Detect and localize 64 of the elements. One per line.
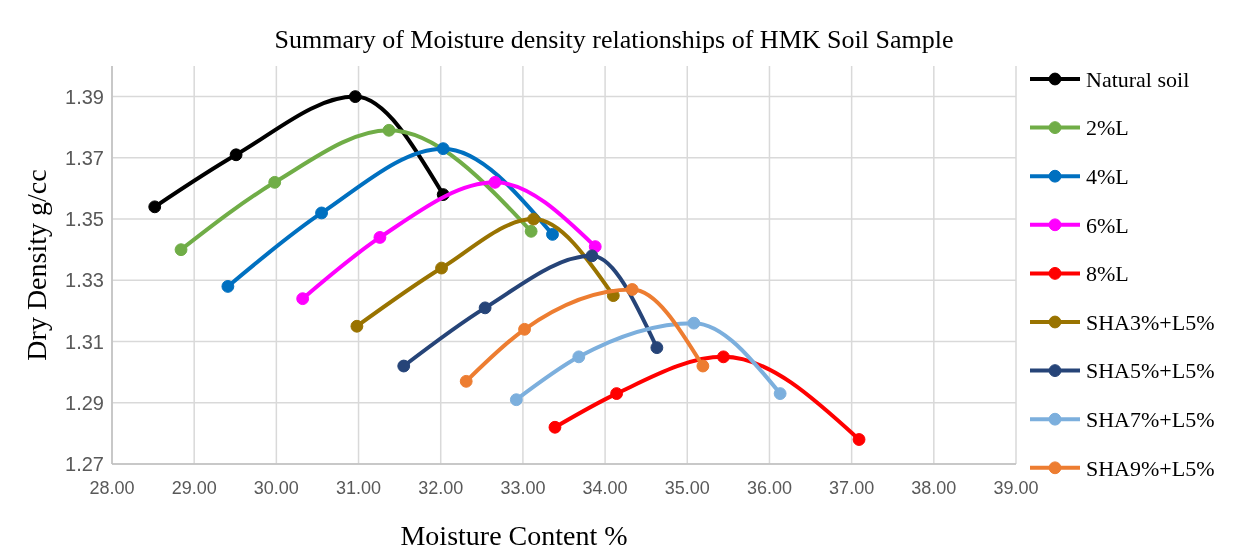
- y-tick-label: 1.29: [65, 391, 104, 414]
- point: [174, 243, 188, 257]
- point: [315, 206, 328, 220]
- x-tick-label: 33.00: [500, 478, 546, 498]
- legend-label: SHA7%+L5%: [1086, 406, 1215, 432]
- point: [459, 374, 473, 388]
- legend-label: 2%L: [1086, 115, 1129, 141]
- point: [488, 175, 502, 189]
- point: [397, 359, 411, 373]
- point: [478, 301, 492, 315]
- point: [518, 322, 531, 336]
- x-tick-label: 37.00: [829, 478, 875, 498]
- point: [548, 420, 562, 434]
- y-tick-label: 1.33: [65, 269, 104, 292]
- legend-label: Natural soil: [1086, 66, 1190, 92]
- x-tick-label: 39.00: [993, 478, 1039, 498]
- x-tick-label: 30.00: [253, 478, 299, 498]
- x-axis-title: Moisture Content %: [400, 520, 628, 551]
- x-tick-label: 36.00: [746, 478, 792, 498]
- point: [221, 280, 235, 293]
- x-tick-label: 35.00: [664, 478, 710, 498]
- legend-label: SHA9%+L5%: [1086, 455, 1215, 481]
- x-tick-label: 31.00: [336, 478, 382, 498]
- point: [687, 316, 701, 330]
- legend-label: 8%L: [1086, 261, 1129, 287]
- point: [268, 175, 282, 189]
- y-tick-label: 1.39: [65, 85, 104, 108]
- x-tick-label: 34.00: [582, 478, 628, 498]
- x-tick-label: 28.00: [89, 478, 135, 498]
- x-tick-label: 32.00: [418, 478, 464, 498]
- point: [509, 393, 523, 407]
- y-tick-label: 1.35: [65, 208, 104, 231]
- point: [524, 224, 538, 238]
- point: [717, 350, 730, 364]
- point: [296, 292, 310, 306]
- point: [572, 350, 586, 364]
- y-tick-label: 1.37: [65, 146, 104, 169]
- point: [650, 341, 664, 355]
- point: [773, 387, 787, 400]
- point: [382, 123, 396, 137]
- point: [585, 249, 599, 263]
- point: [350, 319, 364, 333]
- legend-label: 6%L: [1086, 212, 1129, 238]
- point: [229, 148, 243, 162]
- legend-label: SHA3%+L5%: [1086, 309, 1215, 335]
- point: [436, 142, 450, 156]
- point: [546, 227, 559, 241]
- legend-label: 4%L: [1086, 163, 1129, 189]
- y-axis-title: Dry Density g/cc: [21, 169, 52, 361]
- point: [148, 200, 162, 214]
- point: [625, 283, 639, 296]
- point: [696, 359, 710, 373]
- legend-label: SHA5%+L5%: [1086, 358, 1215, 384]
- x-tick-label: 38.00: [911, 478, 957, 498]
- chart-title: Summary of Moisture density relationships of HMK Soil Sample: [274, 25, 954, 54]
- point: [435, 261, 448, 275]
- point: [852, 433, 866, 446]
- x-tick-label: 29.00: [171, 478, 217, 498]
- point: [610, 387, 624, 400]
- y-tick-label: 1.31: [65, 330, 104, 353]
- y-tick-label: 1.27: [65, 453, 104, 475]
- point: [348, 90, 362, 104]
- point: [373, 231, 387, 244]
- point: [527, 212, 541, 226]
